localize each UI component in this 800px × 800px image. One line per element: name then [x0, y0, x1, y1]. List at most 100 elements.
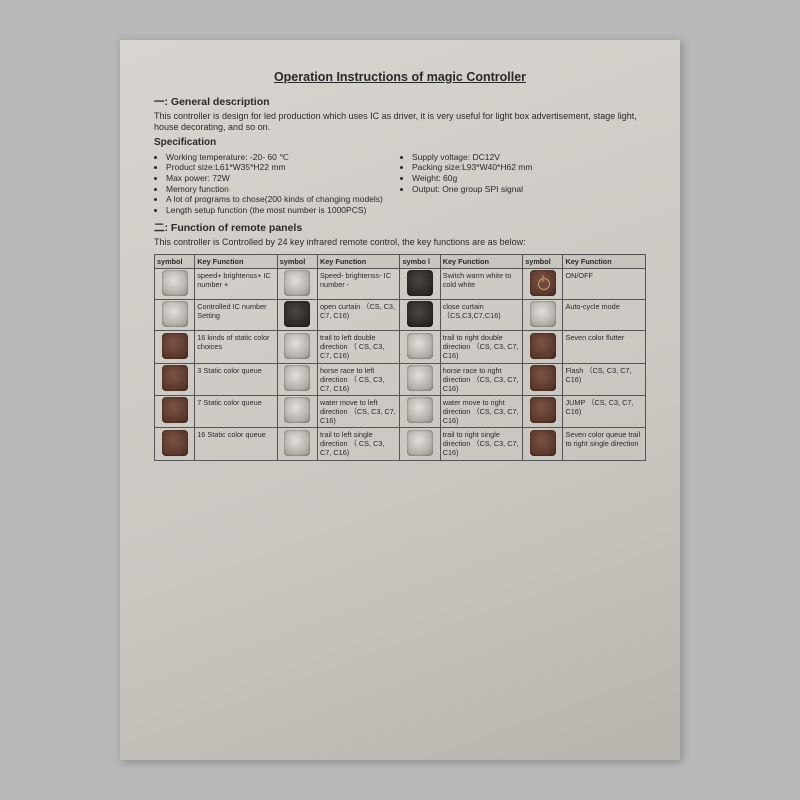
symbol-cell: [155, 428, 195, 460]
remote-button-icon: [284, 301, 310, 327]
key-function-cell: ON/OFF: [563, 268, 646, 299]
symbol-cell: [277, 268, 317, 299]
key-function-cell: trail to right double direction （CS, C3,…: [440, 331, 522, 363]
remote-button-icon: [407, 397, 433, 423]
symbol-cell: [277, 395, 317, 427]
symbol-cell: [400, 300, 440, 331]
table-row: 3 Static color queue horse race to left d…: [155, 363, 646, 395]
remote-button-icon: [530, 397, 556, 423]
remote-button-icon: [530, 430, 556, 456]
spec-columns: Working temperature: -20- 60 ℃ Product s…: [154, 152, 646, 195]
key-function-cell: 16 Static color queue: [195, 428, 277, 460]
symbol-cell: [523, 363, 563, 395]
spec-item: A lot of programs to chose(200 kinds of …: [166, 194, 646, 205]
section1-intro: This controller is design for led produc…: [154, 111, 646, 134]
spec-item: Weight: 60g: [412, 173, 646, 184]
symbol-cell: [523, 331, 563, 363]
power-icon: [530, 270, 556, 296]
spec-item: Supply voltage: DC12V: [412, 152, 646, 163]
key-function-cell: horse race to right direction （CS, C3, C…: [440, 363, 522, 395]
remote-button-icon: [407, 301, 433, 327]
key-function-cell: Controlled IC number Setting: [195, 300, 277, 331]
spec-item: Working temperature: -20- 60 ℃: [166, 152, 400, 163]
symbol-cell: [277, 331, 317, 363]
symbol-cell: [277, 300, 317, 331]
spec-item: Length setup function (the most number i…: [166, 205, 646, 216]
key-function-cell: JUMP （CS, C3, C7, C16): [563, 395, 646, 427]
table-row: 7 Static color queuewater move to left d…: [155, 395, 646, 427]
key-function-cell: 3 Static color queue: [195, 363, 277, 395]
remote-button-icon: [284, 365, 310, 391]
key-function-cell: water move to right direction （CS, C3, C…: [440, 395, 522, 427]
remote-button-icon: [284, 397, 310, 423]
function-table: symbol Key Function symbol Key Function …: [154, 254, 646, 461]
key-function-cell: speed+ brightenss+ IC number +: [195, 268, 277, 299]
remote-button-icon: [407, 430, 433, 456]
spec-item: Output: One group SPI signal: [412, 184, 646, 195]
remote-button-icon: [162, 333, 188, 359]
col-header: symbol: [277, 254, 317, 268]
remote-button-icon: [162, 301, 188, 327]
remote-button-icon: [407, 365, 433, 391]
spec-full: A lot of programs to chose(200 kinds of …: [154, 194, 646, 215]
spec-item: Packing size:L93*W40*H62 mm: [412, 162, 646, 173]
symbol-cell: [277, 363, 317, 395]
key-function-cell: Seven color queue trail to right single …: [563, 428, 646, 460]
symbol-cell: [400, 268, 440, 299]
key-function-cell: Seven color flutter: [563, 331, 646, 363]
key-function-cell: trail to right single direction （CS, C3,…: [440, 428, 522, 460]
col-header: Key Function: [195, 254, 277, 268]
spec-item: Memory function: [166, 184, 400, 195]
symbol-cell: [155, 268, 195, 299]
remote-button-icon: [162, 270, 188, 296]
remote-button-icon: [162, 365, 188, 391]
table-row: speed+ brightenss+ IC number + Speed- bri…: [155, 268, 646, 299]
page-title: Operation Instructions of magic Controll…: [154, 70, 646, 86]
remote-button-icon: [162, 397, 188, 423]
symbol-cell: [155, 395, 195, 427]
remote-button-icon: [407, 333, 433, 359]
symbol-cell: [523, 300, 563, 331]
symbol-cell: [523, 268, 563, 299]
remote-button-icon: [284, 270, 310, 296]
col-header: Key Function: [563, 254, 646, 268]
key-function-cell: horse race to left direction （ CS, C3, C…: [317, 363, 399, 395]
table-row: 16 kinds of static color choices trail to…: [155, 331, 646, 363]
key-function-cell: open curtain （CS, C3, C7, C16): [317, 300, 399, 331]
section2-heading: 二: Function of remote panels: [154, 222, 646, 235]
symbol-cell: [523, 428, 563, 460]
key-function-cell: 7 Static color queue: [195, 395, 277, 427]
key-function-cell: trail to left double direction （ CS, C3,…: [317, 331, 399, 363]
remote-button-icon: [530, 365, 556, 391]
symbol-cell: [400, 395, 440, 427]
spec-item: Product size:L61*W35*H22 mm: [166, 162, 400, 173]
symbol-cell: [155, 363, 195, 395]
table-body: speed+ brightenss+ IC number + Speed- bri…: [155, 268, 646, 460]
section2-intro: This controller is Controlled by 24 key …: [154, 237, 646, 248]
key-function-cell: Auto-cycle mode: [563, 300, 646, 331]
col-header: symbol: [155, 254, 195, 268]
col-header: Key Function: [317, 254, 399, 268]
symbol-cell: [400, 428, 440, 460]
remote-button-icon: [284, 333, 310, 359]
key-function-cell: Flash （CS, C3, C7, C16): [563, 363, 646, 395]
key-function-cell: close curtain （CS,C3,C7,C16): [440, 300, 522, 331]
remote-button-icon: [407, 270, 433, 296]
symbol-cell: [400, 363, 440, 395]
remote-button-icon: [162, 430, 188, 456]
remote-button-icon: [284, 430, 310, 456]
remote-button-icon: [530, 333, 556, 359]
symbol-cell: [155, 300, 195, 331]
key-function-cell: trail to left single direction （ CS, C3,…: [317, 428, 399, 460]
spec-right: Supply voltage: DC12V Packing size:L93*W…: [400, 152, 646, 195]
key-function-cell: Speed- brightenss- IC number -: [317, 268, 399, 299]
symbol-cell: [155, 331, 195, 363]
symbol-cell: [523, 395, 563, 427]
col-header: Key Function: [440, 254, 522, 268]
table-row: 16 Static color queue trail to left singl…: [155, 428, 646, 460]
key-function-cell: Switch warm white to cold white: [440, 268, 522, 299]
col-header: symbol: [523, 254, 563, 268]
table-header-row: symbol Key Function symbol Key Function …: [155, 254, 646, 268]
key-function-cell: 16 kinds of static color choices: [195, 331, 277, 363]
remote-button-icon: [530, 301, 556, 327]
